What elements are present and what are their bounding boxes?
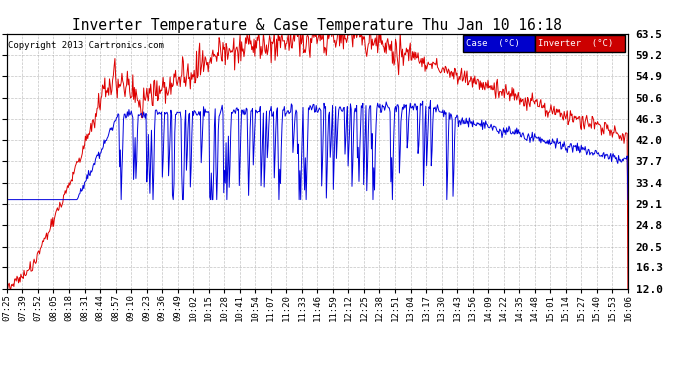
Text: Case  (°C): Case (°C) <box>466 39 520 48</box>
FancyBboxPatch shape <box>464 35 535 52</box>
Text: Copyright 2013 Cartronics.com: Copyright 2013 Cartronics.com <box>8 41 164 50</box>
FancyBboxPatch shape <box>535 35 625 52</box>
Text: Inverter  (°C): Inverter (°C) <box>538 39 613 48</box>
Title: Inverter Temperature & Case Temperature Thu Jan 10 16:18: Inverter Temperature & Case Temperature … <box>72 18 562 33</box>
